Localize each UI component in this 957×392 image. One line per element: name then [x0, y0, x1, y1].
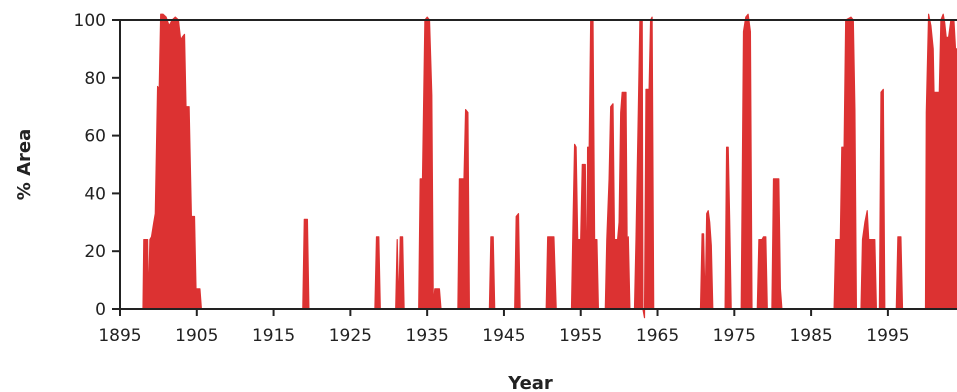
x-tick-label: 1955 [559, 326, 602, 346]
y-tick-label: 60 [84, 127, 106, 147]
y-axis-ticks: 0 20 40 60 80 100 [74, 11, 120, 320]
y-tick-label: 40 [84, 184, 106, 204]
x-tick-label: 1915 [252, 326, 295, 346]
x-tick-label: 1945 [482, 326, 525, 346]
x-tick-label: 1925 [329, 326, 372, 346]
x-tick-label: 1965 [636, 326, 679, 346]
y-tick-label: 0 [95, 300, 106, 320]
x-axis-ticks: 1895 1905 1915 1925 1935 1945 1955 1965 1975 1985… [98, 309, 910, 346]
x-tick-label: 1975 [713, 326, 756, 346]
y-tick-label: 80 [84, 69, 106, 89]
x-tick-label: 1905 [175, 326, 218, 346]
y-tick-label: 20 [84, 242, 106, 262]
plot-area [142, 13, 957, 319]
x-tick-label: 1895 [98, 326, 141, 346]
x-tick-label: 1985 [789, 326, 832, 346]
y-axis-title: % Area [14, 129, 35, 200]
x-tick-label: 1935 [406, 326, 449, 346]
series-area-fill [142, 13, 957, 319]
y-tick-label: 100 [74, 11, 106, 31]
x-axis-title: Year [507, 373, 553, 392]
x-tick-label: 1995 [866, 326, 909, 346]
